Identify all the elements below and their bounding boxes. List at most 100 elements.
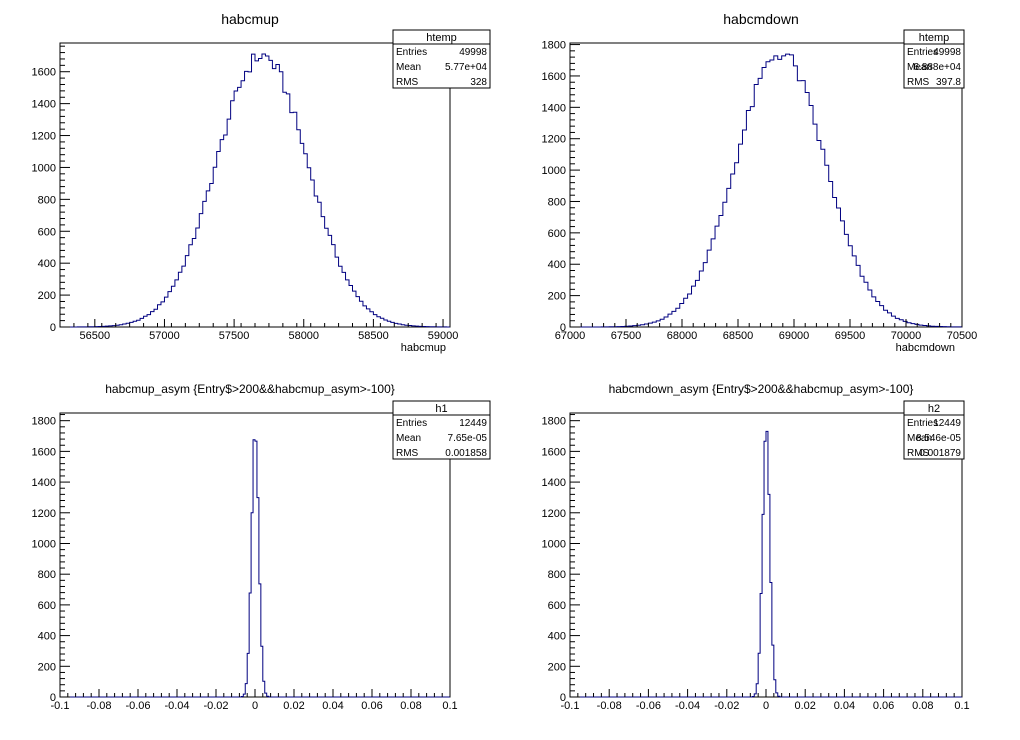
- x-tick-label: 67000: [555, 330, 586, 342]
- plot-frame: [569, 42, 963, 328]
- stats-row-value: 49998: [459, 47, 487, 58]
- stats-box: htemp Entries 49998 Mean 5.77e+04 RMS 328: [392, 29, 491, 89]
- y-tick-label: 1000: [32, 162, 56, 174]
- x-tick-label: -0.06: [636, 700, 661, 712]
- x-tick-label: 0.08: [912, 700, 933, 712]
- y-tick-label: 1000: [32, 538, 56, 550]
- x-tick-label: 0.1: [954, 700, 969, 712]
- stats-row-value: 397.8: [936, 77, 961, 88]
- y-tick-label: 1200: [32, 508, 56, 520]
- x-axis-label: habcmup: [401, 342, 446, 354]
- x-tick-label: 58500: [358, 330, 389, 342]
- y-tick-label: 400: [548, 631, 566, 643]
- histogram-title: habcmdown_asym {Entry$>200&&habcmup_asym…: [609, 382, 914, 396]
- y-tick-label: 1400: [542, 102, 566, 114]
- y-tick-label: 400: [38, 631, 56, 643]
- y-tick-label: 1600: [542, 71, 566, 83]
- y-tick-label: 1400: [32, 99, 56, 111]
- x-tick-label: 58000: [288, 330, 319, 342]
- y-tick-label: 1800: [542, 416, 566, 428]
- y-tick-label: 1000: [542, 165, 566, 177]
- histogram-panel-2: 67000 67500 68000 68500 69000 69500 70000 70500…: [542, 11, 978, 354]
- y-tick-label: 200: [38, 661, 56, 673]
- x-tick-label: 59000: [428, 330, 459, 342]
- x-tick-label: 0.06: [361, 700, 382, 712]
- x-tick-label: -0.08: [597, 700, 622, 712]
- x-tick-label: 0.02: [283, 700, 304, 712]
- y-tick-label: 800: [38, 194, 56, 206]
- x-tick-label: -0.08: [86, 700, 111, 712]
- y-tick-label: 200: [548, 291, 566, 303]
- histogram-panel-1: 56500 57000 57500 58000 58500 59000 0 200 400 600…: [32, 11, 491, 354]
- stats-row-label: Entries: [396, 418, 427, 429]
- stats-box-frame: [392, 400, 491, 460]
- histogram-panel-4: -0.1 -0.08 -0.06 -0.04 -0.02 0 0.02 0.04 0.06 0.0…: [542, 382, 970, 712]
- stats-box-name: htemp: [426, 32, 457, 44]
- x-tick-label: -0.06: [125, 700, 150, 712]
- x-tick-label: 0.06: [873, 700, 894, 712]
- x-tick-label: -0.1: [561, 700, 580, 712]
- histogram-title: habcmup: [221, 11, 279, 27]
- stats-row-label: Mean: [907, 62, 932, 73]
- y-tick-label: 400: [38, 258, 56, 270]
- histogram-title: habcmdown: [723, 11, 799, 27]
- stats-box-frame: [392, 29, 491, 89]
- stats-box-name: htemp: [919, 32, 950, 44]
- stats-row-value: 5.77e+04: [445, 62, 487, 73]
- histogram-title: habcmup_asym {Entry$>200&&habcmup_asym>-…: [105, 382, 395, 396]
- x-tick-label: 57500: [219, 330, 250, 342]
- y-tick-label: 400: [548, 259, 566, 271]
- y-tick-label: 1600: [542, 446, 566, 458]
- y-tick-label: 800: [548, 196, 566, 208]
- x-tick-label: -0.1: [51, 700, 70, 712]
- stats-row-value: 6.888e+04: [913, 62, 961, 73]
- x-axis-label: habcmdown: [896, 342, 955, 354]
- histogram-line: [60, 439, 450, 698]
- stats-row-value: 8.546e-05: [916, 433, 961, 444]
- x-tick-label: -0.02: [714, 700, 739, 712]
- y-tick-label: 0: [560, 692, 566, 704]
- x-tick-label: 69500: [835, 330, 866, 342]
- x-tick-label: 68000: [667, 330, 698, 342]
- stats-box: h1 Entries 12449 Mean 7.65e-05 RMS 0.001858: [392, 400, 491, 460]
- x-tick-label: 56500: [80, 330, 111, 342]
- stats-box-name: h2: [928, 403, 940, 415]
- x-tick-label: 67500: [611, 330, 642, 342]
- x-tick-label: 0.04: [834, 700, 855, 712]
- plot-frame: [59, 412, 451, 698]
- y-tick-label: 600: [548, 228, 566, 240]
- y-tick-label: 1200: [542, 134, 566, 146]
- y-tick-label: 800: [38, 569, 56, 581]
- y-tick-label: 200: [38, 290, 56, 302]
- x-tick-label: 57000: [149, 330, 180, 342]
- y-tick-label: 1000: [542, 538, 566, 550]
- x-tick-label: 68500: [723, 330, 754, 342]
- stats-row-label: Entries: [907, 418, 938, 429]
- histogram-line: [570, 53, 963, 328]
- stats-row-value: 0.001858: [445, 448, 487, 459]
- y-tick-label: 1800: [542, 40, 566, 52]
- y-tick-label: 800: [548, 569, 566, 581]
- stats-row-label: Mean: [907, 433, 932, 444]
- stats-row-label: Entries: [396, 47, 427, 58]
- y-tick-label: 1800: [32, 416, 56, 428]
- stats-row-value: 12449: [459, 418, 487, 429]
- y-tick-label: 600: [548, 600, 566, 612]
- stats-row-label: Mean: [396, 433, 421, 444]
- x-tick-label: 0: [252, 700, 258, 712]
- stats-row-label: Entries: [907, 47, 938, 58]
- x-tick-label: -0.02: [203, 700, 228, 712]
- x-tick-label: -0.04: [164, 700, 189, 712]
- x-tick-label: 69000: [779, 330, 810, 342]
- y-tick-label: 1200: [32, 131, 56, 143]
- y-tick-label: 200: [548, 661, 566, 673]
- stats-row-label: RMS: [907, 448, 930, 459]
- y-tick-label: 1600: [32, 446, 56, 458]
- stats-row-label: Mean: [396, 62, 421, 73]
- plot-frame: [569, 412, 963, 698]
- x-tick-label: 0: [763, 700, 769, 712]
- x-tick-label: 0.04: [322, 700, 343, 712]
- x-tick-label: 70000: [891, 330, 922, 342]
